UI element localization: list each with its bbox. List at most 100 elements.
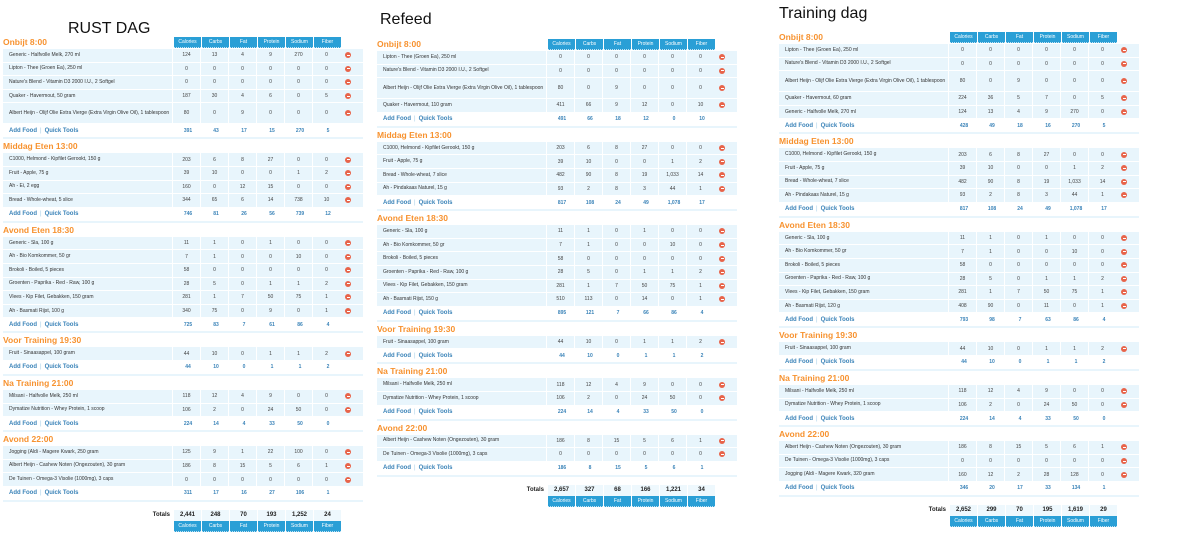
delete-button[interactable] <box>340 253 356 260</box>
food-name[interactable]: Nature's Blend - Vitamin D3 2000 I.U., 2… <box>9 78 115 85</box>
delete-button[interactable] <box>714 102 730 109</box>
remove-circle-icon[interactable] <box>719 269 725 276</box>
remove-circle-icon[interactable] <box>345 253 351 260</box>
remove-circle-icon[interactable] <box>345 93 351 100</box>
column-header-sodium[interactable]: Sodium <box>1062 31 1089 43</box>
food-name[interactable]: Dymatize Nutrition - Whey Protein, 1 sco… <box>383 394 479 401</box>
remove-circle-icon[interactable] <box>1121 95 1127 102</box>
column-header-sodium[interactable]: Sodium <box>660 38 687 50</box>
column-header-fiber[interactable]: Fiber <box>1090 31 1117 43</box>
remove-circle-icon[interactable] <box>345 197 351 204</box>
delete-button[interactable] <box>340 197 356 204</box>
food-name[interactable]: Bread - Whole-wheat, 7 slice <box>383 171 447 178</box>
remove-circle-icon[interactable] <box>345 294 351 301</box>
remove-circle-icon[interactable] <box>1121 345 1127 352</box>
column-header-calories[interactable]: Calories <box>548 495 575 507</box>
food-name[interactable]: Generic - Sla, 100 g <box>383 227 428 234</box>
food-name[interactable]: Nature's Blend - Vitamin D3 2000 I.U., 2… <box>785 60 891 67</box>
add-food-link[interactable]: Add Food <box>9 490 37 497</box>
delete-button[interactable] <box>340 476 356 483</box>
food-name[interactable]: Milsani - Halfvolle Melk, 250 ml <box>785 387 854 394</box>
quick-tools-link[interactable]: Quick Tools <box>418 116 453 123</box>
column-header-fat[interactable]: Fat <box>1006 515 1033 527</box>
remove-circle-icon[interactable] <box>719 282 725 289</box>
food-name[interactable]: Ah - Basmati Rijst, 150 g <box>383 295 439 302</box>
delete-button[interactable] <box>1116 47 1132 54</box>
add-food-link[interactable]: Add Food <box>785 206 813 213</box>
remove-circle-icon[interactable] <box>345 280 351 287</box>
delete-button[interactable] <box>1116 401 1132 408</box>
add-food-link[interactable]: Add Food <box>785 122 813 129</box>
food-name[interactable]: Groenten - Paprika - Red - Raw, 100 g <box>9 280 95 287</box>
delete-button[interactable] <box>1116 151 1132 158</box>
food-name[interactable]: Vlees - Kip Filet, Gebakken, 150 gram <box>383 282 468 289</box>
food-name[interactable]: Fruit - Apple, 75 g <box>9 169 49 176</box>
food-name[interactable]: Albert Heijn - Olijf Olie Extra Vierge (… <box>9 109 170 116</box>
quick-tools-link[interactable]: Quick Tools <box>418 409 453 415</box>
remove-circle-icon[interactable] <box>719 437 725 444</box>
column-header-calories[interactable]: Calories <box>950 31 977 43</box>
quick-tools-link[interactable]: Quick Tools <box>44 420 79 427</box>
remove-circle-icon[interactable] <box>719 67 725 74</box>
remove-circle-icon[interactable] <box>1121 401 1127 408</box>
delete-button[interactable] <box>1116 388 1132 395</box>
remove-circle-icon[interactable] <box>719 228 725 235</box>
delete-button[interactable] <box>1116 165 1132 172</box>
quick-tools-link[interactable]: Quick Tools <box>44 364 79 371</box>
quick-tools-link[interactable]: Quick Tools <box>418 310 453 317</box>
delete-button[interactable] <box>714 437 730 444</box>
delete-button[interactable] <box>714 242 730 249</box>
delete-button[interactable] <box>340 65 356 72</box>
food-name[interactable]: C1000, Helmond - Kipfilet Gerookt, 150 g <box>9 156 101 163</box>
delete-button[interactable] <box>1116 444 1132 451</box>
column-header-sodium[interactable]: Sodium <box>286 36 313 48</box>
remove-circle-icon[interactable] <box>345 79 351 86</box>
remove-circle-icon[interactable] <box>1121 192 1127 199</box>
delete-button[interactable] <box>1116 289 1132 296</box>
column-header-carbs[interactable]: Carbs <box>202 520 229 532</box>
add-food-link[interactable]: Add Food <box>383 409 411 415</box>
food-name[interactable]: Fruit - Sinaasappel, 100 gram <box>785 345 851 352</box>
food-name[interactable]: Nature's Blend - Vitamin D3 2000 I.U., 2… <box>383 67 489 74</box>
remove-circle-icon[interactable] <box>345 183 351 190</box>
column-header-protein[interactable]: Protein <box>1034 515 1061 527</box>
delete-button[interactable] <box>1116 235 1132 242</box>
remove-circle-icon[interactable] <box>719 381 725 388</box>
delete-button[interactable] <box>714 145 730 152</box>
add-food-link[interactable]: Add Food <box>9 364 37 371</box>
remove-circle-icon[interactable] <box>345 393 351 400</box>
add-food-link[interactable]: Add Food <box>383 310 411 317</box>
remove-circle-icon[interactable] <box>1121 78 1127 85</box>
remove-circle-icon[interactable] <box>345 350 351 357</box>
delete-button[interactable] <box>1116 275 1132 282</box>
food-name[interactable]: Brokoli - Boiled, 5 pieces <box>785 261 841 268</box>
food-name[interactable]: Groenten - Paprika - Red - Raw, 100 g <box>383 268 469 275</box>
delete-button[interactable] <box>340 462 356 469</box>
delete-button[interactable] <box>1116 78 1132 85</box>
column-header-fiber[interactable]: Fiber <box>688 38 715 50</box>
column-header-sodium[interactable]: Sodium <box>1062 515 1089 527</box>
column-header-fat[interactable]: Fat <box>230 36 257 48</box>
food-name[interactable]: Ah - Bio Komkommer, 50 gr <box>785 248 847 255</box>
remove-circle-icon[interactable] <box>345 240 351 247</box>
delete-button[interactable] <box>714 228 730 235</box>
food-name[interactable]: Ah - Pindakaas Naturel, 15 g <box>383 185 447 192</box>
food-name[interactable]: C1000, Helmond - Kipfilet Gerookt, 150 g <box>383 144 475 151</box>
delete-button[interactable] <box>1116 178 1132 185</box>
add-food-link[interactable]: Add Food <box>383 199 411 206</box>
food-name[interactable]: Generic - Sla, 100 g <box>9 239 54 246</box>
food-name[interactable]: Bread - Whole-wheat, 7 slice <box>785 178 849 185</box>
food-name[interactable]: Fruit - Apple, 75 g <box>785 164 825 171</box>
food-name[interactable]: Ah - Basmati Rijst, 100 g <box>9 307 65 314</box>
food-name[interactable]: Milsani - Halfvolle Melk, 250 ml <box>9 392 78 399</box>
delete-button[interactable] <box>714 158 730 165</box>
food-name[interactable]: Albert Heijn - Cashew Noten (Ongezouten)… <box>785 443 902 450</box>
delete-button[interactable] <box>714 269 730 276</box>
food-name[interactable]: De Tuinen - Omega-3 Visolie (1000mg), 3 … <box>785 457 890 464</box>
food-name[interactable]: Vlees - Kip Filet, Gebakken, 150 gram <box>785 288 870 295</box>
food-name[interactable]: Fruit - Sinaasappel, 100 gram <box>383 338 449 345</box>
remove-circle-icon[interactable] <box>345 476 351 483</box>
delete-button[interactable] <box>714 67 730 74</box>
quick-tools-link[interactable]: Quick Tools <box>418 352 453 359</box>
food-name[interactable]: Albert Heijn - Cashew Noten (Ongezouten)… <box>383 437 500 444</box>
